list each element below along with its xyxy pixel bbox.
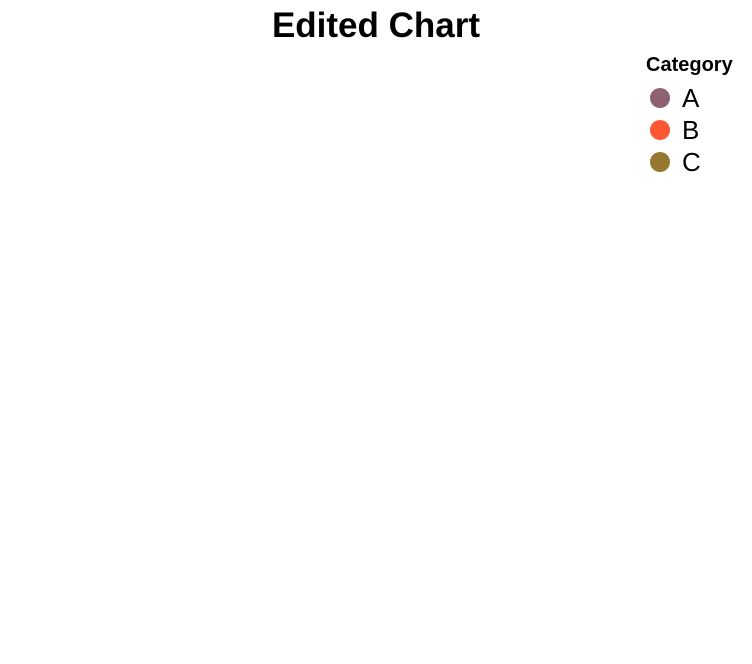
legend-item-b: B (646, 114, 750, 146)
plot-area (0, 60, 630, 660)
legend-swatch-c (650, 152, 670, 172)
legend-label-c: C (682, 147, 701, 177)
legend-swatch-b (650, 120, 670, 140)
legend: Category A B C (646, 52, 750, 178)
legend-swatch-a (650, 88, 670, 108)
legend-item-c: C (646, 146, 750, 178)
chart-title: Edited Chart (271, 6, 481, 45)
legend-label-a: A (682, 83, 700, 113)
legend-title: Category (646, 54, 733, 76)
plot-svg (0, 60, 630, 660)
legend-items: A B C (646, 82, 750, 178)
legend-label-b: B (682, 115, 700, 145)
legend-item-a: A (646, 82, 750, 114)
